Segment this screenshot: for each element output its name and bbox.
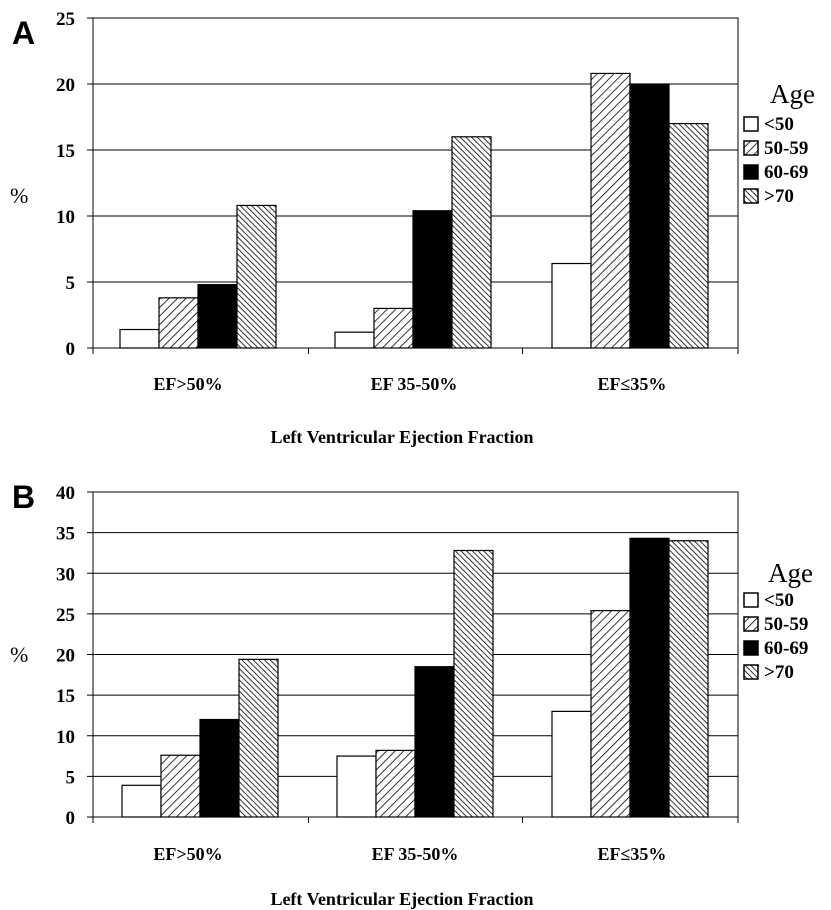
bar bbox=[375, 749, 416, 818]
bar bbox=[551, 710, 592, 818]
bar bbox=[119, 328, 160, 349]
bar bbox=[160, 754, 201, 818]
y-tick-label: 0 bbox=[66, 339, 76, 360]
legend-swatch bbox=[743, 616, 759, 632]
legend-entry: >70 bbox=[764, 186, 794, 207]
bar bbox=[238, 658, 279, 818]
x-tick-label: EF≤35% bbox=[598, 374, 667, 394]
legend-entry: 50-59 bbox=[764, 614, 808, 635]
y-tick-label: 5 bbox=[66, 273, 76, 294]
y-tick-label: 20 bbox=[56, 646, 75, 667]
y-tick-label: 15 bbox=[56, 141, 75, 162]
y-tick-label: 40 bbox=[56, 483, 75, 504]
panel-label: B bbox=[12, 479, 35, 515]
legend-swatch bbox=[743, 664, 759, 680]
y-tick-label: 20 bbox=[56, 75, 75, 96]
x-tick-label: EF 35-50% bbox=[371, 374, 458, 394]
bar bbox=[629, 83, 670, 349]
y-tick-label: 25 bbox=[56, 9, 75, 30]
panel-label: A bbox=[12, 15, 35, 51]
y-tick-label: 35 bbox=[56, 524, 75, 545]
y-tick-label: 25 bbox=[56, 605, 75, 626]
x-axis-label: Left Ventricular Ejection Fraction bbox=[270, 889, 533, 909]
y-ticks: 0 5 10 15 20 25 30 35 40 bbox=[56, 483, 739, 829]
legend: Age <50 50-59 60-69 >70 bbox=[743, 79, 815, 207]
legend-entry: 60-69 bbox=[764, 162, 808, 183]
legend-swatch bbox=[743, 188, 759, 204]
bar bbox=[197, 284, 238, 349]
y-tick-label: 30 bbox=[56, 564, 75, 585]
x-tick-label: EF 35-50% bbox=[372, 844, 459, 864]
bar bbox=[590, 72, 631, 349]
y-tick-label: 10 bbox=[56, 207, 75, 228]
bar bbox=[334, 331, 375, 349]
legend-swatch bbox=[743, 640, 759, 656]
bar bbox=[668, 122, 709, 349]
legend-entry: >70 bbox=[764, 662, 794, 683]
bar bbox=[373, 307, 414, 349]
y-tick-label: 5 bbox=[66, 767, 76, 788]
legend-swatch bbox=[743, 116, 759, 132]
y-axis-label: % bbox=[10, 183, 28, 208]
y-axis-label: % bbox=[10, 642, 28, 667]
bars bbox=[119, 72, 709, 349]
legend-swatch bbox=[743, 164, 759, 180]
chart-panel-b: B % 0 5 10 15 20 25 30 35 40 EF>50% EF 35-50% EF… bbox=[10, 479, 813, 909]
bar bbox=[158, 297, 199, 349]
x-tick-label: EF>50% bbox=[153, 374, 222, 394]
bar bbox=[121, 784, 162, 818]
legend-entry: 60-69 bbox=[764, 638, 808, 659]
legend-entry: 50-59 bbox=[764, 138, 808, 159]
x-tick-label: EF≤35% bbox=[598, 844, 667, 864]
bar bbox=[551, 262, 592, 349]
y-ticks: 0 5 10 15 20 25 bbox=[56, 9, 739, 360]
legend-swatch bbox=[743, 592, 759, 608]
y-tick-label: 0 bbox=[66, 808, 76, 829]
x-tick-labels: EF>50% EF 35-50% EF≤35% bbox=[153, 374, 666, 394]
bar bbox=[629, 537, 670, 818]
legend-title: Age bbox=[770, 79, 815, 109]
legend: Age <50 50-59 60-69 >70 bbox=[743, 558, 813, 683]
bar bbox=[451, 136, 492, 349]
bar bbox=[590, 610, 631, 818]
y-tick-label: 15 bbox=[56, 686, 75, 707]
legend-title: Age bbox=[768, 558, 813, 588]
y-tick-label: 10 bbox=[56, 727, 75, 748]
bar bbox=[412, 210, 453, 349]
legend-entry: <50 bbox=[764, 114, 794, 135]
legend-swatch bbox=[743, 140, 759, 156]
bar bbox=[668, 540, 709, 818]
x-axis-label: Left Ventricular Ejection Fraction bbox=[270, 427, 533, 447]
bar bbox=[199, 718, 240, 818]
bar bbox=[336, 755, 377, 818]
chart-panel-a: A % 0 5 10 15 20 25 EF>50% EF 35-50% EF≤35% L… bbox=[10, 9, 815, 447]
legend-entry: <50 bbox=[764, 590, 794, 611]
x-tick-label: EF>50% bbox=[153, 844, 222, 864]
bar bbox=[414, 666, 455, 818]
bar bbox=[236, 204, 277, 349]
bar bbox=[453, 549, 494, 818]
bars bbox=[121, 537, 709, 818]
x-tick-labels: EF>50% EF 35-50% EF≤35% bbox=[153, 844, 666, 864]
